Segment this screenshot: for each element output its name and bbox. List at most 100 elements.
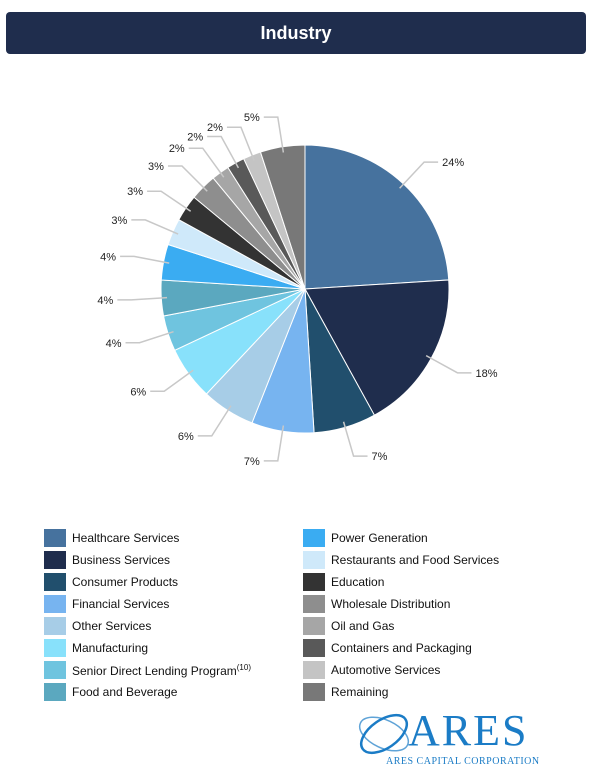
legend-swatch	[44, 661, 66, 679]
logo-subtitle: ARES CAPITAL CORPORATION	[386, 756, 540, 767]
legend-text: Power Generation	[331, 531, 428, 545]
legend-text: Manufacturing	[72, 641, 149, 655]
legend-text: Food and Beverage	[72, 685, 178, 699]
data-label-remaining: 5%	[244, 112, 260, 124]
leader-line-food-and-beverage	[117, 296, 168, 301]
legend-swatch	[44, 529, 66, 547]
legend-swatch	[303, 595, 325, 613]
legend-item-consumer-products: Consumer Products	[44, 571, 251, 593]
legend-label: Restaurants and Food Services	[331, 553, 499, 567]
legend-swatch	[44, 639, 66, 657]
leader-line-automotive-services	[226, 126, 255, 161]
data-label-consumer-products: 7%	[372, 451, 388, 463]
leader-line-other-services	[197, 405, 232, 437]
legend-item-business-services: Business Services	[44, 549, 251, 571]
legend-text: Oil and Gas	[331, 619, 395, 633]
leader-line-consumer-products	[342, 421, 368, 457]
data-label-education: 3%	[127, 186, 143, 198]
data-label-healthcare-services: 24%	[442, 157, 464, 169]
data-label-financial-services: 7%	[244, 456, 260, 468]
legend-label: Food and Beverage	[72, 685, 177, 699]
legend-label: Education	[331, 575, 384, 589]
chart-title: Industry	[260, 22, 332, 43]
legend-item-power-generation: Power Generation	[303, 527, 499, 549]
leader-line-oil-and-gas	[188, 147, 225, 178]
leader-line-education	[147, 190, 192, 212]
legend-item-restaurants-and-food-services: Restaurants and Food Services	[303, 549, 499, 571]
legend-label: Oil and Gas	[331, 619, 394, 633]
pie-slice-healthcare-services	[304, 144, 450, 290]
legend-swatch	[303, 661, 325, 679]
legend-text: Business Services	[72, 553, 171, 567]
footnote-marker: (10)	[236, 662, 251, 672]
legend-label: Healthcare Services	[72, 531, 179, 545]
legend-text: Automotive Services	[331, 663, 441, 677]
legend: Healthcare Services Business Services Cons…	[0, 527, 592, 707]
legend-column-right: Power Generation Restaurants and Food Ser…	[303, 527, 499, 703]
legend-text: Containers and Packaging	[331, 641, 472, 655]
data-label-power-generation: 4%	[100, 251, 116, 263]
legend-item-automotive-services: Automotive Services	[303, 659, 499, 681]
leader-line-senior-direct-lending-program	[125, 331, 174, 344]
legend-swatch	[44, 595, 66, 613]
legend-swatch	[44, 683, 66, 701]
legend-text: Restaurants and Food Services	[331, 553, 500, 567]
legend-label: Automotive Services	[331, 663, 440, 677]
data-label-other-services: 6%	[178, 431, 194, 443]
data-label-automotive-services: 2%	[207, 122, 223, 134]
legend-text: Consumer Products	[72, 575, 179, 589]
legend-item-food-and-beverage: Food and Beverage	[44, 681, 251, 703]
leader-line-remaining	[263, 116, 285, 153]
legend-item-financial-services: Financial Services	[44, 593, 251, 615]
legend-item-senior-direct-lending-program: Senior Direct Lending Program(10)	[44, 659, 251, 681]
legend-item-remaining: Remaining	[303, 681, 499, 703]
leader-line-financial-services	[263, 425, 285, 462]
leader-line-containers-and-packaging	[207, 135, 240, 169]
legend-column-left: Healthcare Services Business Services Cons…	[44, 527, 251, 703]
data-label-business-services: 18%	[475, 368, 497, 380]
data-label-wholesale-distribution: 3%	[148, 161, 164, 173]
legend-item-oil-and-gas: Oil and Gas	[303, 615, 499, 637]
chart-title-bar: Industry	[6, 12, 586, 54]
legend-text: Education	[331, 575, 385, 589]
legend-label: Containers and Packaging	[331, 641, 472, 655]
legend-swatch	[303, 573, 325, 591]
leader-line-wholesale-distribution	[167, 165, 208, 192]
pie-chart: 24%18%7%7%6%6%4%4%4%3%3%3%2%2%2%5%	[97, 112, 497, 468]
data-label-food-and-beverage: 4%	[97, 295, 113, 307]
legend-label: Senior Direct Lending Program(10)	[72, 663, 251, 678]
legend-label: Power Generation	[331, 531, 428, 545]
legend-label: Other Services	[72, 619, 151, 633]
legend-text: Remaining	[331, 685, 389, 699]
ares-logo-icon	[358, 713, 410, 755]
legend-swatch	[303, 639, 325, 657]
ares-logo: ARES ARES CAPITAL CORPORATION	[350, 700, 550, 775]
data-label-restaurants-and-food-services: 3%	[111, 215, 127, 227]
legend-swatch	[44, 573, 66, 591]
legend-text: Wholesale Distribution	[331, 597, 451, 611]
legend-text: Healthcare Services	[72, 531, 180, 545]
legend-item-manufacturing: Manufacturing	[44, 637, 251, 659]
legend-label: Wholesale Distribution	[331, 597, 450, 611]
leader-line-manufacturing	[150, 369, 194, 393]
legend-label: Remaining	[331, 685, 388, 699]
legend-text: Senior Direct Lending Program	[72, 663, 237, 678]
legend-label: Business Services	[72, 553, 170, 567]
data-label-senior-direct-lending-program: 4%	[106, 338, 122, 350]
legend-item-healthcare-services: Healthcare Services	[44, 527, 251, 549]
data-label-containers-and-packaging: 2%	[187, 132, 203, 144]
legend-text: Financial Services	[72, 597, 170, 611]
legend-label: Financial Services	[72, 597, 169, 611]
legend-item-other-services: Other Services	[44, 615, 251, 637]
leader-line-healthcare-services	[399, 161, 439, 189]
legend-swatch	[303, 617, 325, 635]
data-label-oil-and-gas: 2%	[169, 143, 185, 155]
legend-swatch	[303, 551, 325, 569]
legend-item-wholesale-distribution: Wholesale Distribution	[303, 593, 499, 615]
legend-label: Manufacturing	[72, 641, 148, 655]
legend-text: Other Services	[72, 619, 152, 633]
leader-line-power-generation	[120, 255, 170, 264]
legend-swatch	[44, 617, 66, 635]
logo-word: ARES	[408, 706, 529, 755]
leader-line-business-services	[425, 354, 472, 374]
